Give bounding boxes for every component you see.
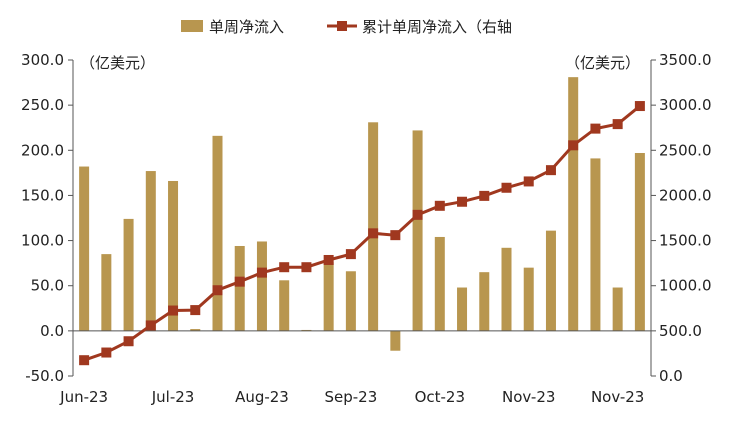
cumulative-marker: [190, 305, 201, 316]
cumulative-marker: [323, 254, 334, 265]
inflow-bar: [345, 271, 356, 331]
inflow-bar: [101, 254, 112, 331]
x-tick-label: Nov-23: [591, 388, 644, 406]
cumulative-marker: [101, 347, 112, 358]
cumulative-marker: [412, 209, 423, 220]
inflow-bar: [590, 158, 601, 331]
left-tick-label: 50.0: [31, 277, 64, 295]
cumulative-marker: [501, 182, 512, 193]
inflow-bar: [190, 329, 201, 331]
inflow-bar: [234, 245, 245, 331]
cumulative-marker: [434, 200, 445, 211]
left-tick-label: 250.0: [21, 96, 64, 114]
right-axis-ticks: 0.0 500.0 1000.0 1500.0 2000.0 2500.0 3000.0 35…: [651, 51, 712, 385]
inflow-bar: [212, 135, 223, 331]
axes: [72, 60, 652, 376]
inflow-bar: [368, 122, 379, 331]
cumulative-marker: [256, 267, 267, 278]
weekly-inflow-bars: [79, 77, 645, 351]
left-axis-unit: （亿美元）: [80, 54, 155, 72]
inflow-bar: [501, 247, 512, 331]
inflow-bar: [168, 180, 179, 331]
inflow-bar: [123, 218, 134, 331]
inflow-bar: [145, 171, 156, 331]
left-tick-label: 0.0: [40, 322, 64, 340]
right-tick-label: 1500.0: [659, 232, 712, 250]
cumulative-marker: [612, 119, 623, 130]
x-tick-label: Jun-23: [59, 388, 108, 406]
cumulative-marker: [634, 101, 645, 112]
cumulative-marker: [168, 305, 179, 316]
left-tick-label: -50.0: [25, 367, 64, 385]
cumulative-marker: [457, 196, 468, 207]
inflow-bar: [279, 280, 290, 331]
cumulative-marker: [479, 190, 490, 201]
x-axis-ticks: Jun-23 Jul-23 Aug-23 Sep-23 Oct-23 Nov-23 Nov-…: [59, 388, 644, 406]
inflow-bar: [568, 77, 579, 331]
right-tick-label: 2500.0: [659, 141, 712, 159]
right-tick-label: 0.0: [659, 367, 683, 385]
right-tick-label: 3500.0: [659, 51, 712, 69]
cumulative-marker: [590, 123, 601, 134]
cumulative-marker: [212, 285, 223, 296]
cumulative-marker: [568, 140, 579, 151]
left-axis-ticks: -50.0 0.0 50.0 100.0 150.0 200.0 250.0 300.0: [21, 51, 73, 385]
cumulative-marker: [545, 165, 556, 176]
inflow-bar: [479, 272, 490, 331]
legend-bar-swatch: [181, 20, 203, 32]
cumulative-marker: [345, 249, 356, 260]
left-tick-label: 150.0: [21, 186, 64, 204]
right-tick-label: 500.0: [659, 322, 702, 340]
cumulative-marker: [123, 336, 134, 347]
cumulative-marker: [279, 262, 290, 273]
x-tick-label: Jul-23: [151, 388, 195, 406]
cumulative-inflow-line: [79, 101, 645, 366]
inflow-bar: [434, 236, 445, 331]
inflow-bar: [545, 230, 556, 331]
x-tick-label: Nov-23: [502, 388, 555, 406]
cumulative-marker: [234, 276, 245, 287]
x-tick-label: Aug-23: [235, 388, 289, 406]
left-tick-label: 200.0: [21, 141, 64, 159]
right-tick-label: 1000.0: [659, 277, 712, 295]
inflow-bar: [79, 166, 90, 331]
legend-line-marker: [337, 21, 347, 31]
inflow-bar: [323, 262, 334, 331]
cumulative-marker: [301, 262, 312, 273]
cumulative-marker: [523, 176, 534, 187]
inflow-bar: [634, 152, 645, 331]
right-tick-label: 3000.0: [659, 96, 712, 114]
inflow-bar: [412, 130, 423, 331]
cumulative-line-path: [83, 104, 641, 362]
legend-bar-label: 单周净流入: [209, 18, 284, 36]
inflow-bar: [457, 287, 468, 331]
inflow-bar: [612, 287, 623, 331]
inflow-bar: [390, 330, 401, 351]
left-tick-label: 100.0: [21, 232, 64, 250]
x-tick-label: Sep-23: [324, 388, 377, 406]
right-tick-label: 2000.0: [659, 186, 712, 204]
left-tick-label: 300.0: [21, 51, 64, 69]
x-tick-label: Oct-23: [415, 388, 465, 406]
cumulative-marker: [145, 320, 156, 331]
cumulative-marker: [368, 228, 379, 239]
right-axis-unit: （亿美元）: [565, 54, 640, 72]
legend-line-label: 累计单周净流入（右轴: [362, 18, 512, 36]
cumulative-marker: [390, 230, 401, 241]
inflow-bar: [523, 267, 534, 331]
cumulative-marker: [79, 355, 90, 366]
inflow-bar: [256, 241, 267, 331]
legend: 单周净流入 累计单周净流入（右轴: [181, 18, 512, 36]
